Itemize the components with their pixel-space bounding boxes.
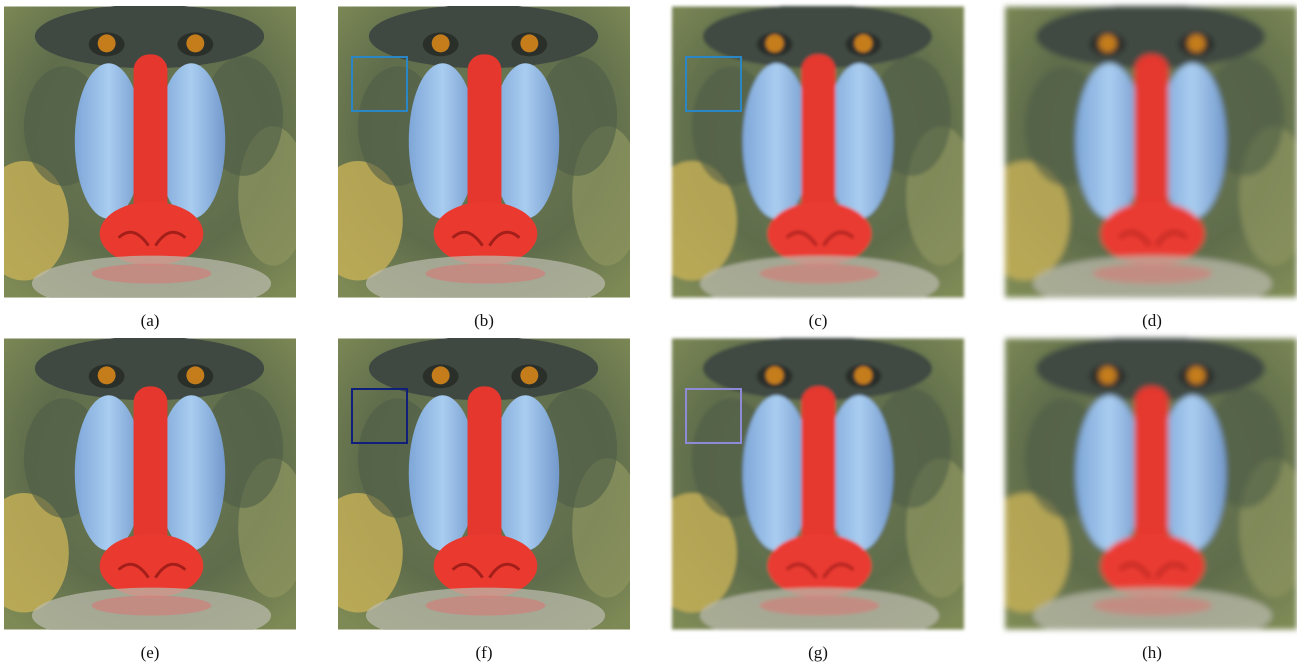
caption: (g) (808, 643, 828, 662)
image-b (313, 5, 642, 312)
caption: (f) (476, 643, 493, 662)
figure: (a) (b) (c) (d) (e) (f) (g) (h) (0, 0, 1297, 664)
caption: (h) (1142, 643, 1162, 662)
caption: (c) (809, 311, 828, 330)
image-e (0, 337, 308, 644)
image-d (980, 5, 1297, 312)
page: (a) (b) (c) (d) (e) (f) (g) (h) (() => {… (0, 0, 1297, 664)
image-c (647, 5, 976, 312)
caption: (e) (141, 643, 160, 662)
caption: (b) (474, 311, 494, 330)
image-f (313, 337, 642, 644)
caption: (a) (141, 311, 160, 330)
image-a (0, 5, 308, 312)
image-g (647, 337, 976, 644)
image-h (980, 337, 1297, 644)
caption: (d) (1142, 311, 1162, 330)
